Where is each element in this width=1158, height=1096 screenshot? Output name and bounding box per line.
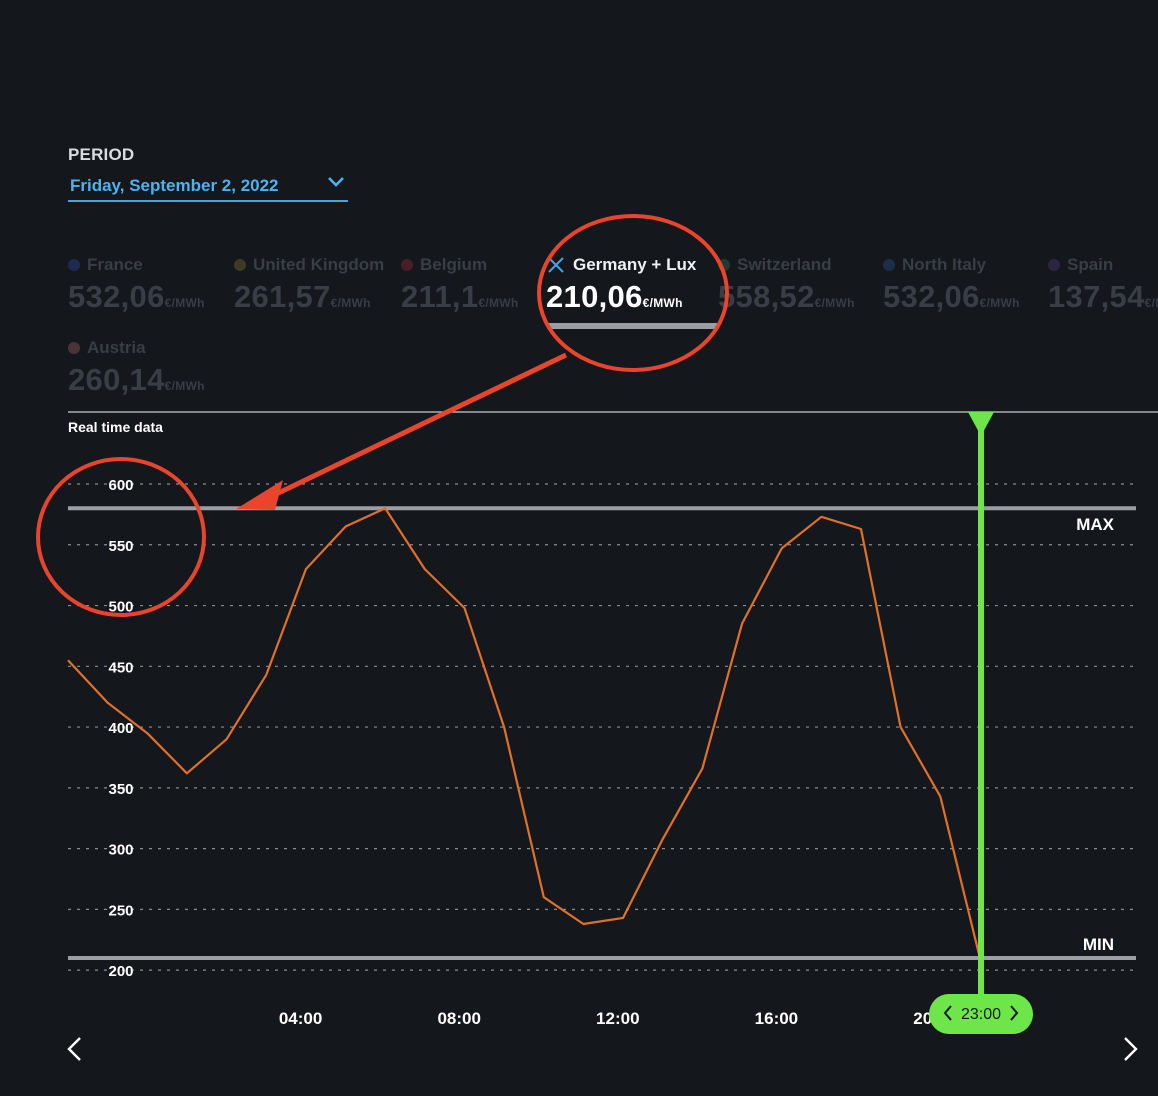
legend-dot-icon [68,259,80,271]
country-name: North Italy [902,255,987,274]
y-tick-label: 350 [108,781,133,798]
period-label: PERIOD [68,145,135,164]
legend-dot-icon [68,342,80,354]
country-price: 137,54€/MWh [1048,279,1158,314]
annotation-circle-y-axis [36,457,206,617]
period-dropdown[interactable]: Friday, September 2, 2022 [68,170,348,202]
chevron-down-icon [328,177,344,187]
country-name: Spain [1067,255,1114,274]
chevron-left-icon [943,1005,952,1021]
y-tick-label: 200 [108,963,133,980]
time-cursor-handle[interactable] [929,994,1033,1034]
country-price: 558,52€/MWh [718,279,855,314]
country-price: 260,14€/MWh [68,362,205,397]
x-tick-label: 12:00 [596,1009,639,1028]
min-label: MIN [1083,935,1114,954]
country-switzerland[interactable]: Switzerland 558,52€/MWh [718,255,855,315]
x-tick-label: 04:00 [279,1009,322,1028]
legend-dot-icon [401,259,413,271]
annotation-circle-selected-price [537,214,729,372]
country-name: Switzerland [737,255,832,274]
next-day-arrow-icon[interactable] [1116,1031,1144,1067]
country-price: 211,1€/MWh [401,279,519,314]
time-cursor-label: 23:00 [961,1006,1001,1023]
annotation-arrowhead-icon [236,480,283,510]
country-price: 261,57€/MWh [234,279,371,314]
country-united-kingdom[interactable]: United Kingdom 261,57€/MWh [234,255,384,315]
y-tick-label: 400 [108,720,133,737]
y-tick-label: 500 [108,599,133,616]
y-tick-label: 600 [108,477,133,494]
legend-dot-icon [883,259,895,271]
x-tick-label: 08:00 [437,1009,480,1028]
y-tick-label: 550 [108,538,133,555]
country-austria[interactable]: Austria 260,14€/MWh [68,338,205,398]
country-name: United Kingdom [253,255,385,274]
time-cursor-triangle-icon [968,412,994,436]
country-name: Austria [87,338,146,357]
country-belgium[interactable]: Belgium 211,1€/MWh [401,255,519,315]
country-price: 532,06€/MWh [68,279,205,314]
price-series-line [67,507,981,959]
annotation-arrow-line [268,352,568,500]
chevron-right-icon [1010,1005,1019,1021]
realtime-label: Real time data [68,419,163,435]
y-tick-label: 250 [108,902,133,919]
country-name: France [87,255,143,274]
y-tick-label: 450 [108,659,133,676]
country-price: 532,06€/MWh [883,279,1020,314]
y-tick-label: 300 [108,842,133,859]
legend-dot-icon [234,259,246,271]
country-name: Germany + Lux [573,255,697,274]
close-icon[interactable] [546,255,566,275]
country-price: 210,06€/MWh [546,279,683,314]
country-north-italy[interactable]: North Italy 532,06€/MWh [883,255,1020,315]
x-tick-label: 16:00 [755,1009,798,1028]
legend-dot-icon [1048,259,1060,271]
previous-day-arrow-icon[interactable] [62,1031,90,1067]
country-name: Belgium [420,255,488,274]
max-label: MAX [1076,515,1114,534]
active-country-indicator [547,323,718,329]
country-germany-lux[interactable]: Germany + Lux 210,06€/MWh [546,255,696,315]
country-france[interactable]: France 532,06€/MWh [68,255,205,315]
period-selected-date: Friday, September 2, 2022 [70,176,279,195]
country-spain[interactable]: Spain 137,54€/MWh [1048,255,1158,315]
